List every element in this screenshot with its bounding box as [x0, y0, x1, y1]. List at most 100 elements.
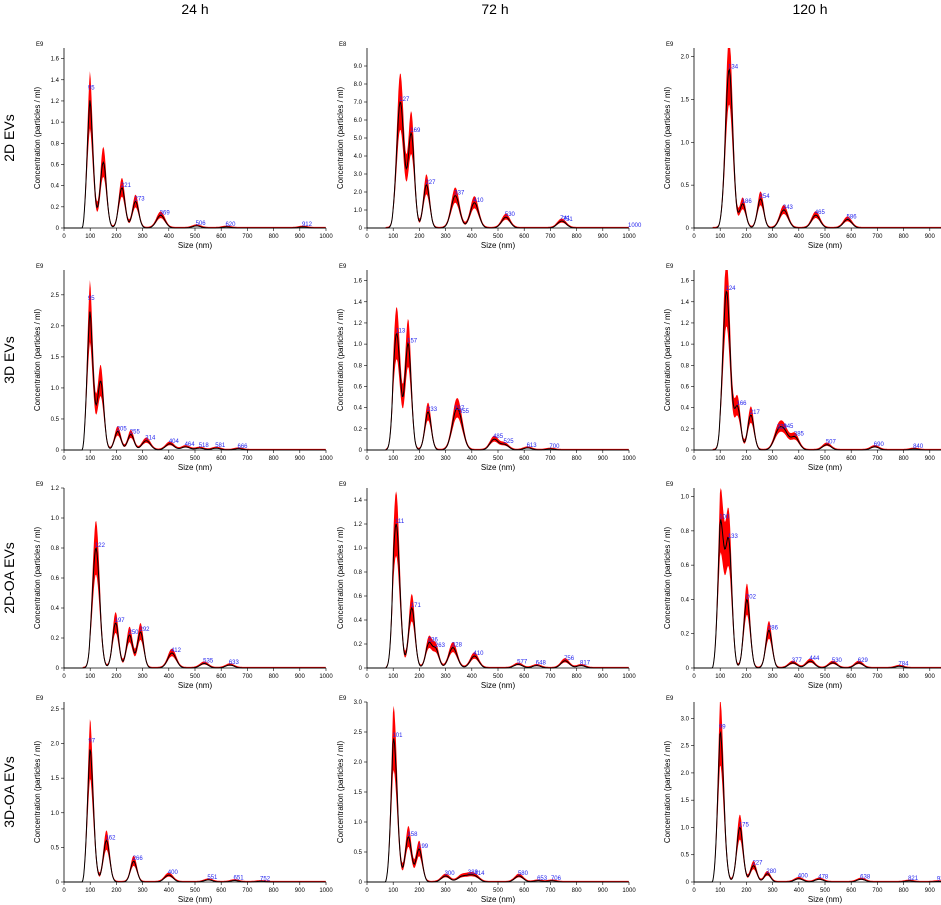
column-title-120h: 120 h [792, 1, 827, 17]
mean-line [64, 749, 326, 883]
y-tick-label: 0.6 [354, 594, 363, 600]
x-tick-label: 0 [365, 888, 369, 894]
row-title-2d-evs: 2D EVs [1, 114, 17, 161]
x-tick-label: 100 [85, 234, 96, 240]
peak-label: 535 [203, 659, 214, 665]
peak-label: 134 [728, 64, 739, 70]
x-tick-label: 700 [872, 674, 883, 680]
mean-line [367, 332, 629, 451]
y-exponent-label: E9 [666, 264, 674, 270]
x-tick-label: 600 [846, 888, 857, 894]
x-tick-label: 200 [111, 456, 122, 462]
x-tick-label: 700 [545, 234, 556, 240]
x-tick-label: 300 [441, 888, 452, 894]
chart-1-1: 0 100 200 300 400 500 600 700 800 900 1000 0 0.2 0.4 0… [336, 264, 636, 472]
mean-line [367, 523, 629, 669]
y-axis-label: Concentration (particles / ml) [33, 741, 42, 844]
x-axis-label: Size (nm) [808, 241, 843, 250]
x-tick-label: 400 [467, 456, 478, 462]
y-tick-label: 2.0 [354, 190, 363, 196]
peak-label: 100 [719, 515, 730, 521]
x-tick-label: 800 [899, 456, 910, 462]
x-tick-label: 400 [164, 888, 175, 894]
y-tick-label: 1.0 [354, 546, 363, 552]
y-tick-label: 1.2 [354, 522, 363, 528]
y-tick-label: 8.0 [354, 82, 363, 88]
chart-2-0: 0 100 200 300 400 500 600 700 800 900 1000 0 0.2 0.4 0… [33, 482, 333, 690]
x-tick-label: 200 [741, 674, 752, 680]
y-tick-label: 0.6 [354, 384, 363, 390]
x-tick-label: 700 [872, 888, 883, 894]
y-tick-label: 0.8 [681, 529, 690, 535]
y-tick-label: 3.0 [354, 172, 363, 178]
x-tick-label: 400 [794, 234, 805, 240]
x-tick-label: 900 [295, 456, 306, 462]
peak-label: 162 [105, 835, 116, 841]
x-tick-label: 0 [365, 674, 369, 680]
x-tick-label: 700 [545, 888, 556, 894]
peak-label: 751 [563, 217, 574, 223]
error-band [64, 520, 326, 668]
y-axis-label: Concentration (particles / ml) [336, 741, 345, 844]
x-tick-label: 400 [794, 674, 805, 680]
y-axis-label: Concentration (particles / ml) [33, 527, 42, 630]
x-tick-label: 900 [925, 888, 936, 894]
x-tick-label: 200 [741, 234, 752, 240]
x-tick-label: 400 [467, 234, 478, 240]
peak-label: 784 [898, 661, 909, 667]
y-tick-label: 1.2 [51, 99, 60, 105]
y-tick-label: 0.2 [51, 636, 60, 642]
peak-label: 158 [407, 832, 418, 838]
x-tick-label: 200 [111, 888, 122, 894]
x-tick-label: 700 [872, 234, 883, 240]
x-tick-label: 0 [62, 888, 66, 894]
y-exponent-label: E9 [666, 482, 674, 488]
peak-label: 613 [527, 443, 538, 449]
x-tick-label: 1000 [319, 456, 333, 462]
y-tick-label: 0.8 [681, 363, 690, 369]
peak-label: 706 [551, 876, 562, 882]
x-tick-label: 200 [741, 456, 752, 462]
x-tick-label: 100 [715, 456, 726, 462]
y-tick-label: 2.5 [51, 293, 60, 299]
peak-label: 577 [517, 659, 528, 665]
x-tick-label: 800 [269, 234, 280, 240]
chart-3-1: 0 100 200 300 400 500 600 700 800 900 1000 0 0.5 1.0 1… [336, 696, 636, 904]
y-tick-label: 2.0 [51, 324, 60, 330]
peak-label: 95 [88, 85, 95, 91]
x-axis-label: Size (nm) [178, 463, 213, 472]
x-tick-label: 600 [519, 888, 530, 894]
peak-label: 266 [133, 856, 144, 862]
y-tick-label: 1.6 [51, 57, 60, 63]
x-tick-label: 200 [414, 674, 425, 680]
peak-label: 385 [794, 432, 805, 438]
y-tick-label: 0.6 [51, 576, 60, 582]
peak-label: 377 [792, 658, 803, 664]
x-tick-label: 700 [242, 456, 253, 462]
x-tick-label: 600 [216, 456, 227, 462]
x-tick-label: 200 [741, 888, 752, 894]
x-tick-label: 500 [493, 674, 504, 680]
x-axis-label: Size (nm) [481, 681, 516, 690]
peak-label: 263 [435, 643, 446, 649]
peak-label: 464 [185, 442, 196, 448]
peak-label: 95 [88, 296, 95, 302]
x-tick-label: 400 [467, 888, 478, 894]
peak-label: 320 [777, 424, 788, 430]
y-tick-label: 6.0 [354, 118, 363, 124]
peak-label: 389 [468, 870, 479, 876]
x-tick-label: 800 [899, 234, 910, 240]
peak-label: 227 [425, 180, 436, 186]
peak-label: 186 [742, 199, 753, 205]
error-band [64, 280, 326, 450]
peak-label: 175 [739, 822, 750, 828]
x-axis-label: Size (nm) [808, 681, 843, 690]
peak-label: 337 [454, 191, 465, 197]
x-tick-label: 500 [493, 234, 504, 240]
peak-label: 124 [725, 286, 736, 292]
x-tick-label: 300 [768, 888, 779, 894]
x-tick-label: 400 [794, 456, 805, 462]
y-tick-label: 0.4 [354, 406, 363, 412]
peak-label: 756 [564, 656, 575, 662]
